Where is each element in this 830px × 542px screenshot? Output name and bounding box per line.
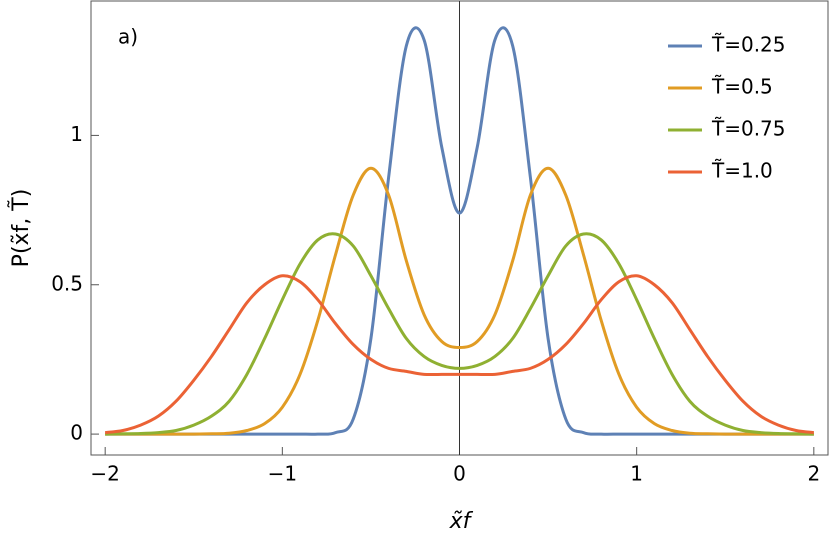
annotation: a) <box>118 25 138 49</box>
y-axis-label: P(x̃f, T̃) <box>8 189 34 268</box>
legend-label: T̃=1.0 <box>711 159 773 183</box>
x-axis-label: x̃f <box>449 509 474 534</box>
x-tick-label: 1 <box>630 462 643 486</box>
y-tick-label: 1 <box>70 122 83 146</box>
line <box>104 274 815 435</box>
legend-label: T̃=0.25 <box>711 33 786 57</box>
legend-label: T̃=0.5 <box>711 75 773 99</box>
x-tick-label: −1 <box>268 462 297 486</box>
x-tick-label: −2 <box>90 462 119 486</box>
y-tick-label: 0 <box>70 421 83 445</box>
x-tick-label: 2 <box>807 462 820 486</box>
legend-label: T̃=0.75 <box>711 117 786 141</box>
line <box>105 232 814 436</box>
line <box>105 166 814 436</box>
x-tick-label: 0 <box>453 462 466 486</box>
y-tick-label: 0.5 <box>51 271 83 295</box>
